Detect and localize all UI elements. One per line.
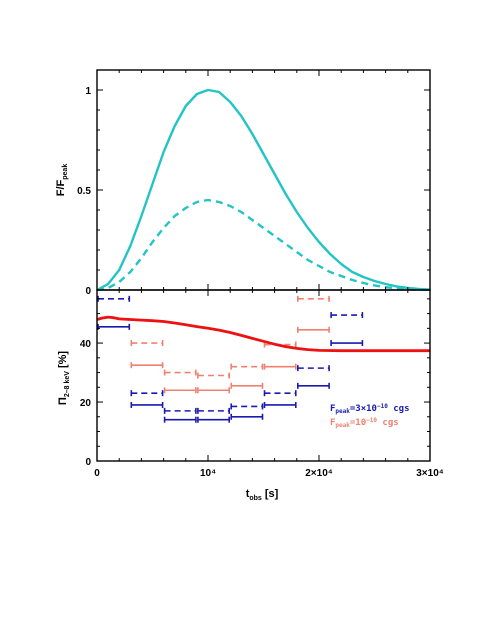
- polarization-panel: 0 20 40 0 10⁴ 2×10⁴ 3×10⁴ tobs [s] Π2–8 keV [%] F…: [57, 289, 444, 502]
- y-tick-label: 40: [80, 339, 92, 350]
- y-label-unit: [%]: [57, 351, 69, 372]
- legend-text-part: peak: [335, 422, 350, 429]
- y-label-sub: peak: [62, 164, 69, 180]
- legend-text-part: −10: [377, 403, 388, 410]
- legend-text-part: peak: [335, 408, 350, 415]
- x-tick-label: 2×10⁴: [305, 468, 333, 479]
- y-tick-label: 0.5: [77, 186, 91, 197]
- y-tick-label: 20: [80, 398, 92, 409]
- y-tick-label: 0: [85, 286, 91, 297]
- legend-text-part: F: [330, 404, 335, 414]
- flux-curve-solid: [96, 88, 431, 292]
- legend-entry: Fpeak=3×10−10 cgs: [330, 403, 410, 415]
- y-tick-label: 1: [85, 86, 91, 97]
- bottom-y-axis-label: Π2–8 keV [%]: [57, 351, 71, 406]
- legend-text-part: cgs: [388, 404, 410, 414]
- legend-text-part: cgs: [377, 418, 399, 428]
- top-y-axis-label: F/Fpeak: [55, 164, 69, 197]
- y-label-sub: 2–8 keV: [64, 371, 71, 397]
- y-label-main: F/F: [55, 179, 67, 196]
- top-plot-frame: [96, 69, 431, 291]
- x-label-unit: [s]: [262, 488, 279, 500]
- legend-text-part: =3×10: [350, 404, 377, 414]
- legend-text-part: F: [330, 418, 335, 428]
- x-tick-label: 10⁴: [200, 468, 216, 479]
- legend-text-part: =10: [350, 418, 366, 428]
- x-label-main: t: [246, 488, 250, 500]
- flux-curve-dashed: [96, 198, 431, 292]
- y-tick-label: 0: [85, 457, 91, 468]
- legend-entry: Fpeak=10−10 cgs: [330, 417, 399, 429]
- y-label-main: Π: [57, 397, 69, 405]
- x-axis-label: tobs [s]: [246, 488, 279, 502]
- x-tick-label: 0: [94, 468, 100, 479]
- polarization-curve: [96, 315, 430, 353]
- flux-panel: 0 0.5 1 F/Fpeak: [55, 69, 431, 297]
- x-tick-label: 3×10⁴: [416, 468, 444, 479]
- bottom-plot-frame: [96, 289, 431, 462]
- legend-text-part: −10: [366, 417, 377, 424]
- x-label-sub: obs: [249, 495, 262, 502]
